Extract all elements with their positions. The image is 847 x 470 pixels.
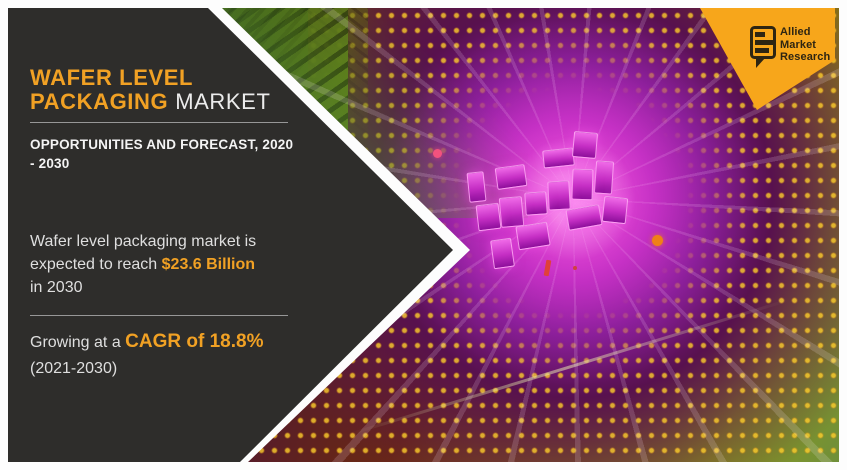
statement-line1: Wafer level packaging market is — [30, 233, 257, 250]
page-title: WAFER LEVEL PACKAGING MARKET — [30, 66, 271, 114]
title-line2-accent: PACKAGING — [30, 89, 169, 114]
orange-accent-dot — [652, 235, 663, 246]
market-value-statement: Wafer level packaging market is expected… — [30, 230, 256, 299]
chip-die — [542, 147, 575, 169]
forecast-subtitle: OPPORTUNITIES AND FORECAST, 2020 - 2030 — [30, 135, 293, 173]
chip-die — [593, 160, 615, 195]
statement-line3: in 2030 — [30, 279, 83, 296]
chip-die — [466, 171, 487, 203]
forecast-subtitle-line1: OPPORTUNITIES AND FORECAST, 2020 — [30, 137, 294, 152]
divider-bottom — [30, 315, 288, 316]
brand-logo-text: Allied Market Research — [780, 26, 830, 64]
pink-accent-dot — [433, 149, 442, 158]
market-value-highlight: $23.6 Billion — [161, 256, 256, 273]
title-line1: WAFER LEVEL — [30, 65, 194, 90]
speech-bubble-logo-icon — [750, 26, 776, 68]
chip-die — [547, 180, 571, 211]
chip-die — [571, 131, 599, 159]
chip-die — [475, 202, 502, 232]
cagr-statement: Growing at a CAGR of 18.8% (2021-2030) — [30, 330, 263, 381]
brand-word-market: Market — [780, 38, 817, 51]
title-line2-rest: MARKET — [175, 89, 271, 114]
chip-die — [524, 191, 548, 216]
brand-word-research: Research — [780, 51, 831, 63]
chip-die — [494, 164, 528, 190]
chip-die — [515, 221, 551, 251]
red-accent-dot — [573, 266, 577, 270]
cagr-period: (2021-2030) — [30, 360, 118, 377]
chip-die — [571, 168, 594, 201]
chip-die — [498, 196, 525, 228]
brand-logo: Allied Market Research — [750, 26, 830, 69]
cagr-line: Growing at a CAGR of 18.8% — [30, 330, 263, 355]
statement-line2-pre: expected to reach — [30, 256, 162, 273]
chip-die — [490, 237, 515, 270]
statement-line2: expected to reach $23.6 Billion — [30, 253, 256, 276]
cagr-highlight: CAGR of 18.8% — [125, 331, 264, 352]
chip-die — [601, 195, 629, 225]
forecast-subtitle-line2: - 2030 — [30, 156, 70, 171]
brand-word-allied: Allied — [780, 26, 811, 38]
divider-top — [30, 122, 288, 123]
cagr-line-pre: Growing at a — [30, 334, 126, 351]
